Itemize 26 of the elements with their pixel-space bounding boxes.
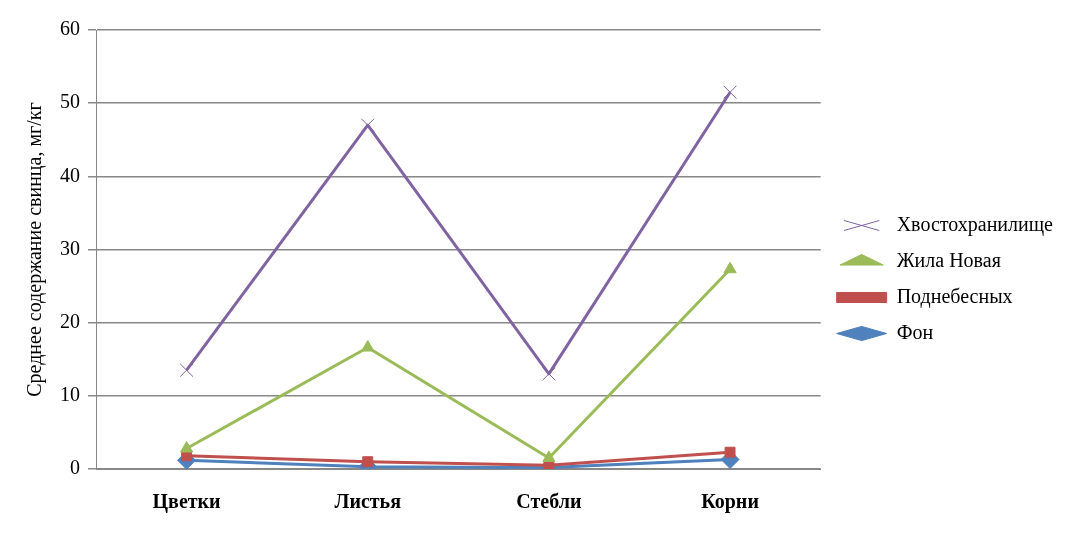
x-tick-label: Листья [334,490,402,513]
legend-label: Жила Новая [896,248,1001,271]
y-tick-label: 60 [60,17,80,40]
point [180,441,194,453]
y-axis-title: Среднее содержание свинца, мг/кг [23,102,47,397]
point [724,446,736,458]
y-tick-label: 50 [60,90,80,113]
legend-label: Фон [896,320,934,343]
x-tick-label: Цветки [152,490,221,514]
point [360,118,375,132]
point [542,367,556,381]
point [179,363,194,378]
y-tick-label: 40 [60,163,80,186]
y-tick-label: 20 [60,309,80,332]
point [362,456,374,468]
legend-label: Хвостохранилище [896,212,1054,236]
point [723,85,737,100]
legend-label: Поднебесных [896,284,1013,308]
y-tick-label: 10 [60,383,80,406]
x-tick-label: Корни [701,490,759,514]
y-tick-label: 0 [70,456,80,479]
point [542,450,556,463]
y-tick-label: 30 [60,236,80,259]
x-tick-label: Стебли [516,490,582,513]
point [361,340,375,352]
point [723,261,737,274]
